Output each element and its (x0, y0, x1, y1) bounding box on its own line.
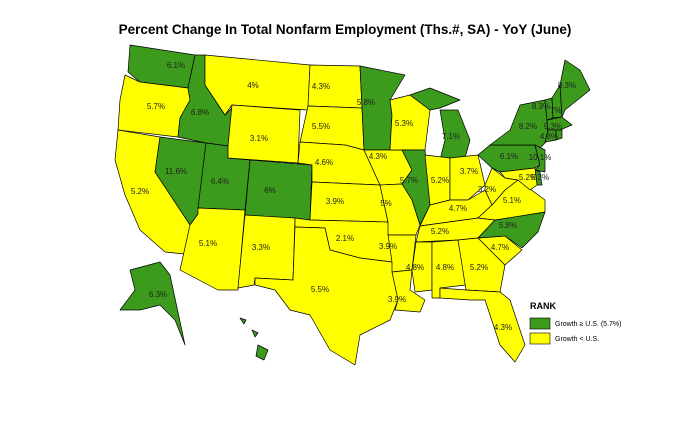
state (309, 181, 389, 223)
state-label: 7% (550, 106, 562, 115)
state-label: 3.9% (388, 295, 406, 304)
state-labels: 6.1% 5.7% 5.2% 11.6% 6.8% 6.4% 5.1% 4% 3.1% 6% 3.3… (131, 61, 576, 332)
state-label: 3.1% (250, 134, 268, 143)
state (391, 269, 426, 313)
state (411, 241, 433, 293)
state-label: 4.8% (406, 263, 424, 272)
state-label: 4.8% (436, 263, 454, 272)
state-label: 5.3% (531, 173, 549, 182)
state-label: 6.3% (149, 290, 167, 299)
state-label: 8.2% (519, 122, 537, 131)
state-label: 4.8% (540, 132, 558, 141)
state (119, 261, 186, 346)
map-title: Percent Change In Total Nonfarm Employme… (119, 22, 572, 37)
state-label: 6.1% (500, 152, 518, 161)
state-label: 3.9% (379, 242, 397, 251)
state (244, 159, 313, 221)
state (179, 207, 246, 291)
state-label: 10.1% (529, 153, 552, 162)
state-label: 5.5% (311, 285, 329, 294)
state-label: 5.7% (147, 102, 165, 111)
state-label: 6.4% (211, 177, 229, 186)
state-label: 5.3% (395, 119, 413, 128)
state (457, 237, 506, 293)
state-label: 8.3% (558, 81, 576, 90)
state (239, 317, 269, 361)
state-label: 3.7% (460, 167, 478, 176)
state-label: 2.1% (336, 234, 354, 243)
state-label: 6.8% (191, 108, 209, 117)
legend-swatch (529, 332, 551, 345)
state-label: 5.2% (431, 176, 449, 185)
state-label: 3.9% (326, 197, 344, 206)
state (555, 129, 563, 141)
state-label: 4.7% (491, 243, 509, 252)
state (546, 116, 573, 131)
state-label: 5.2% (470, 263, 488, 272)
state-label: 5.1% (503, 196, 521, 205)
state-label: 4.6% (315, 158, 333, 167)
state-label: 6.1% (167, 61, 185, 70)
state-label: 4.3% (494, 323, 512, 332)
state (449, 154, 486, 201)
legend-title: RANK (530, 301, 556, 311)
state-label: 5.2% (131, 187, 149, 196)
state-label: 7.1% (442, 132, 460, 141)
state (534, 144, 546, 173)
legend-swatch (529, 317, 551, 330)
state-label: 5.2% (431, 227, 449, 236)
state-label: 5% (380, 199, 392, 208)
state-label: 5.8% (499, 221, 517, 230)
state-label: 5.7% (400, 176, 418, 185)
state-label: 5.2% (519, 173, 537, 182)
legend-label: Growth < U.S. (555, 336, 599, 343)
state-label: 9.3% (544, 122, 562, 131)
state-label: 4.3% (369, 152, 387, 161)
state-label: 5.1% (199, 239, 217, 248)
legend-label: Growth ≥ U.S. (5.7%) (555, 321, 621, 328)
state-label: 11.6% (165, 167, 187, 176)
state (227, 104, 301, 164)
state-label: 5.5% (312, 122, 330, 131)
state-label: 5.8% (357, 98, 375, 107)
state-label: 8.3% (532, 102, 550, 111)
state-label: 4.7% (449, 204, 467, 213)
state-label: 3.3% (252, 243, 270, 252)
state (499, 167, 538, 191)
state-label: 4% (247, 81, 259, 90)
states (114, 44, 591, 366)
state-label: 6% (264, 186, 276, 195)
state (254, 226, 399, 366)
state-label: 3.2% (478, 185, 496, 194)
legend: Growth ≥ U.S. (5.7%) Growth < U.S. (529, 317, 621, 345)
state (439, 287, 526, 363)
state-label: 4.3% (312, 82, 330, 91)
state (484, 167, 519, 206)
